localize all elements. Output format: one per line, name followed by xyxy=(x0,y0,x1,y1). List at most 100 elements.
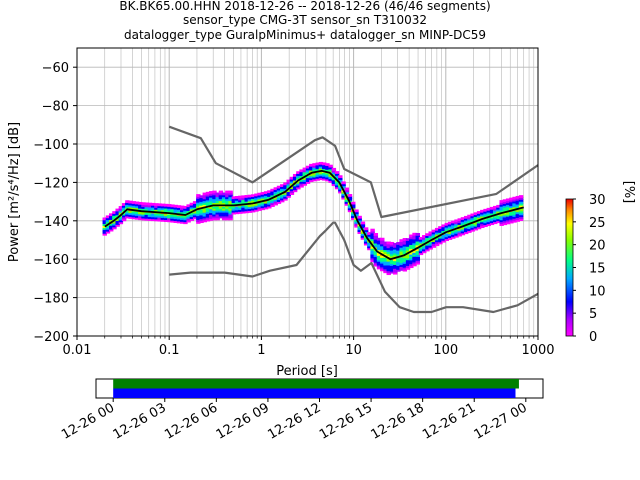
heatmap-cell xyxy=(509,197,514,201)
heatmap-cell xyxy=(389,266,395,270)
heatmap-cell xyxy=(341,194,346,198)
heatmap-cell xyxy=(247,210,253,213)
heatmap-cell xyxy=(405,253,411,257)
heatmap-cell xyxy=(218,211,224,215)
heatmap-cell xyxy=(260,193,266,197)
heatmap-cell xyxy=(502,212,508,216)
heatmap-cell xyxy=(196,217,201,220)
heatmap-cell xyxy=(270,200,275,204)
heatmap-cell xyxy=(370,251,375,255)
heatmap-cell xyxy=(454,234,459,238)
timeline-tick-label: 12-26 21 xyxy=(420,400,478,442)
heatmap-cell xyxy=(254,199,259,203)
heatmap-cell xyxy=(470,219,475,223)
y-tick-label: −100 xyxy=(33,138,69,153)
heatmap-cell xyxy=(109,217,114,220)
heatmap-cell xyxy=(170,204,175,208)
heatmap-cell xyxy=(105,224,111,228)
heatmap-cell xyxy=(150,218,156,222)
heatmap-cell xyxy=(157,209,162,212)
heatmap-cell xyxy=(231,198,237,202)
heatmap-cell xyxy=(154,206,159,210)
heatmap-cell xyxy=(276,199,282,202)
heatmap-cell xyxy=(247,204,253,208)
heatmap-cell xyxy=(331,183,337,187)
heatmap-cell xyxy=(296,171,301,175)
heatmap-cell xyxy=(296,175,301,178)
heatmap-cell xyxy=(170,215,175,219)
heatmap-cell xyxy=(386,247,391,251)
heatmap-cell xyxy=(354,211,359,215)
heatmap-cell xyxy=(344,202,349,206)
heatmap-cell xyxy=(202,202,207,205)
heatmap-cell xyxy=(415,236,420,240)
heatmap-cell xyxy=(176,216,182,220)
heatmap-cell xyxy=(215,209,220,213)
heatmap-cell xyxy=(283,182,288,186)
heatmap-cell xyxy=(415,248,420,252)
heatmap-cell xyxy=(180,217,185,220)
heatmap-cell xyxy=(422,250,427,254)
heatmap-cell xyxy=(112,220,117,224)
heatmap-cell xyxy=(457,220,462,224)
heatmap-cell xyxy=(447,237,453,240)
heatmap-cell xyxy=(125,209,130,213)
heatmap-cell xyxy=(476,211,482,214)
heatmap-cell xyxy=(205,209,211,212)
lines-layer xyxy=(104,125,539,314)
heatmap-cell xyxy=(212,217,217,221)
heatmap-cell xyxy=(512,212,517,215)
heatmap-cell xyxy=(283,192,288,195)
heatmap-cell xyxy=(325,172,330,176)
heatmap-cell xyxy=(192,212,198,216)
heatmap-cell xyxy=(189,218,195,221)
heatmap-cell xyxy=(351,217,356,220)
heatmap-cell xyxy=(273,198,278,202)
heatmap-cell xyxy=(263,206,269,210)
heatmap-cell xyxy=(121,204,127,208)
heatmap-cell xyxy=(141,213,146,217)
heatmap-cell xyxy=(396,245,401,249)
heatmap-cell xyxy=(215,192,220,196)
heatmap-cell xyxy=(480,213,485,217)
heatmap-cell xyxy=(118,211,124,215)
heatmap-cell xyxy=(189,204,195,208)
heatmap-cell xyxy=(167,217,172,221)
heatmap-cell xyxy=(141,202,146,206)
heatmap-cell xyxy=(370,238,375,242)
heatmap-cell xyxy=(147,218,153,221)
heatmap-cell xyxy=(422,236,427,240)
y-tick-label: −180 xyxy=(33,292,69,307)
heatmap-cell xyxy=(270,202,275,206)
heatmap-cell xyxy=(141,217,146,221)
heatmap-cell xyxy=(489,220,495,224)
heatmap-cell xyxy=(328,178,333,181)
heatmap-cell xyxy=(370,255,375,259)
heatmap-cell xyxy=(444,222,450,226)
heatmap-cell xyxy=(505,198,511,202)
heatmap-cell xyxy=(221,215,227,219)
heatmap-cell xyxy=(231,205,237,209)
heatmap-cell xyxy=(344,189,349,193)
heatmap-cell xyxy=(128,204,133,208)
heatmap-cell xyxy=(318,171,324,175)
heatmap-cell xyxy=(257,204,262,208)
heatmap-cell xyxy=(147,202,153,206)
heatmap-cell xyxy=(434,241,440,245)
heatmap-cell xyxy=(250,196,256,199)
heatmap-cell xyxy=(131,210,136,214)
colorbar-tick-label: 20 xyxy=(589,239,606,254)
heatmap-cell xyxy=(483,220,488,224)
heatmap-cell xyxy=(518,214,524,218)
heatmap-cell xyxy=(250,205,256,209)
heatmap-cell xyxy=(105,217,111,221)
heatmap-cell xyxy=(125,215,130,219)
heatmap-cell xyxy=(402,251,408,255)
heatmap-cell xyxy=(296,173,301,176)
heatmap-cell xyxy=(186,219,191,223)
heatmap-cell xyxy=(502,203,508,206)
heatmap-cell xyxy=(405,249,411,253)
heatmap-cell xyxy=(141,206,146,209)
heatmap-cell xyxy=(441,237,446,241)
timeline-tick-label: 12-26 06 xyxy=(162,400,220,442)
